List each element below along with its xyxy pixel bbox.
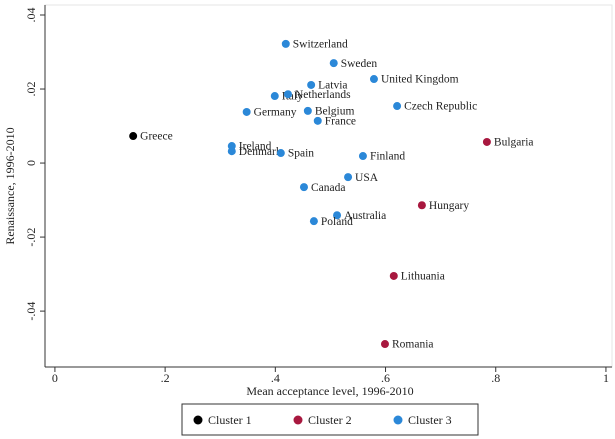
x-tick-label: 1 <box>603 371 609 385</box>
point <box>417 201 426 210</box>
point <box>313 116 322 125</box>
point-label: Poland <box>321 216 353 228</box>
point <box>270 92 279 101</box>
legend <box>181 403 479 436</box>
point <box>344 173 353 182</box>
x-axis-title: Mean acceptance level, 1996-2010 <box>246 384 413 398</box>
y-tick-label: .02 <box>24 82 38 97</box>
point <box>299 183 308 192</box>
point-label: Hungary <box>429 200 469 212</box>
x-tick-label: .2 <box>161 371 170 385</box>
y-tick-label: -.04 <box>24 302 38 321</box>
point <box>380 340 389 349</box>
point <box>369 75 378 84</box>
point-label: Canada <box>311 182 345 194</box>
point <box>393 102 402 111</box>
point-label: France <box>325 115 356 127</box>
point-label: Sweden <box>341 58 378 70</box>
point-label: Belgium <box>315 106 355 118</box>
y-tick-label: -.02 <box>24 228 38 247</box>
point-label: Czech Republic <box>404 101 477 113</box>
point-label: Latvia <box>318 80 347 92</box>
y-axis-title: Renaissance, 1996-2010 <box>3 127 17 244</box>
point-label: Greece <box>140 131 173 143</box>
point <box>309 217 318 226</box>
point <box>333 211 342 220</box>
point <box>281 39 290 48</box>
point-label: Finland <box>370 151 405 163</box>
legend-marker <box>393 415 403 425</box>
point-label: Switzerland <box>293 39 348 51</box>
legend-label: Cluster 2 <box>308 413 352 427</box>
point <box>227 147 236 156</box>
point-label: Netherlands <box>295 89 351 101</box>
legend-marker <box>293 415 303 425</box>
x-tick-label: 0 <box>52 371 58 385</box>
x-tick-label: .8 <box>491 371 500 385</box>
legend-label: Cluster 3 <box>408 413 452 427</box>
point <box>284 90 292 99</box>
point-label: Australia <box>344 210 386 222</box>
point <box>389 271 398 280</box>
point <box>303 106 312 115</box>
x-tick-label: .4 <box>271 371 280 385</box>
point-label: Ireland <box>239 141 272 153</box>
point <box>329 59 338 68</box>
y-tick-label: .04 <box>24 7 38 22</box>
point <box>358 152 367 161</box>
plot-area <box>44 4 613 368</box>
point <box>482 137 491 146</box>
point <box>307 80 316 89</box>
point-label: Denmark <box>239 146 282 158</box>
point <box>276 149 285 158</box>
point-label: Germany <box>254 107 297 119</box>
point-label: USA <box>355 172 379 184</box>
point-label: Spain <box>288 148 314 160</box>
y-tick-label: 0 <box>24 160 38 166</box>
point <box>129 132 138 141</box>
point <box>242 107 251 116</box>
point-label: Bulgaria <box>494 137 534 149</box>
point-label: United Kingdom <box>381 74 459 86</box>
legend-marker <box>193 415 203 425</box>
point-label: Romania <box>392 339 434 351</box>
x-tick-label: .6 <box>381 371 390 385</box>
legend-label: Cluster 1 <box>208 413 252 427</box>
point-label: Lithuania <box>401 271 445 283</box>
